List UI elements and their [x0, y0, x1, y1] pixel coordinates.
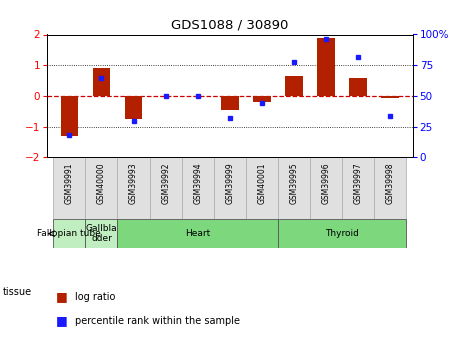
Text: GSM39991: GSM39991: [65, 162, 74, 204]
Text: percentile rank within the sample: percentile rank within the sample: [75, 316, 240, 326]
FancyBboxPatch shape: [85, 157, 118, 219]
FancyBboxPatch shape: [278, 157, 310, 219]
Text: Heart: Heart: [185, 229, 210, 238]
Title: GDS1088 / 30890: GDS1088 / 30890: [171, 19, 288, 32]
Bar: [349, 78, 367, 96]
Text: GSM40001: GSM40001: [257, 162, 266, 204]
Bar: [61, 96, 78, 136]
Bar: [125, 96, 143, 119]
FancyBboxPatch shape: [53, 219, 85, 248]
Text: GSM39995: GSM39995: [289, 162, 298, 204]
FancyBboxPatch shape: [278, 219, 406, 248]
FancyBboxPatch shape: [374, 157, 406, 219]
Text: GSM39993: GSM39993: [129, 162, 138, 204]
Text: GSM39996: GSM39996: [322, 162, 331, 204]
FancyBboxPatch shape: [246, 157, 278, 219]
Text: ■: ■: [56, 314, 68, 327]
FancyBboxPatch shape: [85, 219, 118, 248]
FancyBboxPatch shape: [214, 157, 246, 219]
FancyBboxPatch shape: [150, 157, 182, 219]
FancyBboxPatch shape: [118, 219, 278, 248]
Bar: [253, 96, 271, 102]
FancyBboxPatch shape: [310, 157, 342, 219]
Text: GSM39992: GSM39992: [161, 162, 170, 204]
Text: GSM39997: GSM39997: [354, 162, 363, 204]
Bar: [285, 76, 303, 96]
Bar: [381, 96, 399, 98]
Text: Gallbla
dder: Gallbla dder: [86, 224, 117, 243]
Text: GSM39999: GSM39999: [225, 162, 234, 204]
Text: GSM40000: GSM40000: [97, 162, 106, 204]
Bar: [221, 96, 239, 110]
Text: GSM39998: GSM39998: [386, 162, 395, 204]
FancyBboxPatch shape: [53, 157, 85, 219]
FancyBboxPatch shape: [182, 157, 214, 219]
Text: Fallopian tube: Fallopian tube: [38, 229, 101, 238]
FancyBboxPatch shape: [118, 157, 150, 219]
Bar: [92, 68, 110, 96]
Text: tissue: tissue: [2, 287, 31, 296]
Text: log ratio: log ratio: [75, 292, 115, 302]
FancyBboxPatch shape: [342, 157, 374, 219]
Bar: [317, 38, 335, 96]
Text: ■: ■: [56, 290, 68, 303]
Text: GSM39994: GSM39994: [193, 162, 202, 204]
Text: Thyroid: Thyroid: [325, 229, 359, 238]
